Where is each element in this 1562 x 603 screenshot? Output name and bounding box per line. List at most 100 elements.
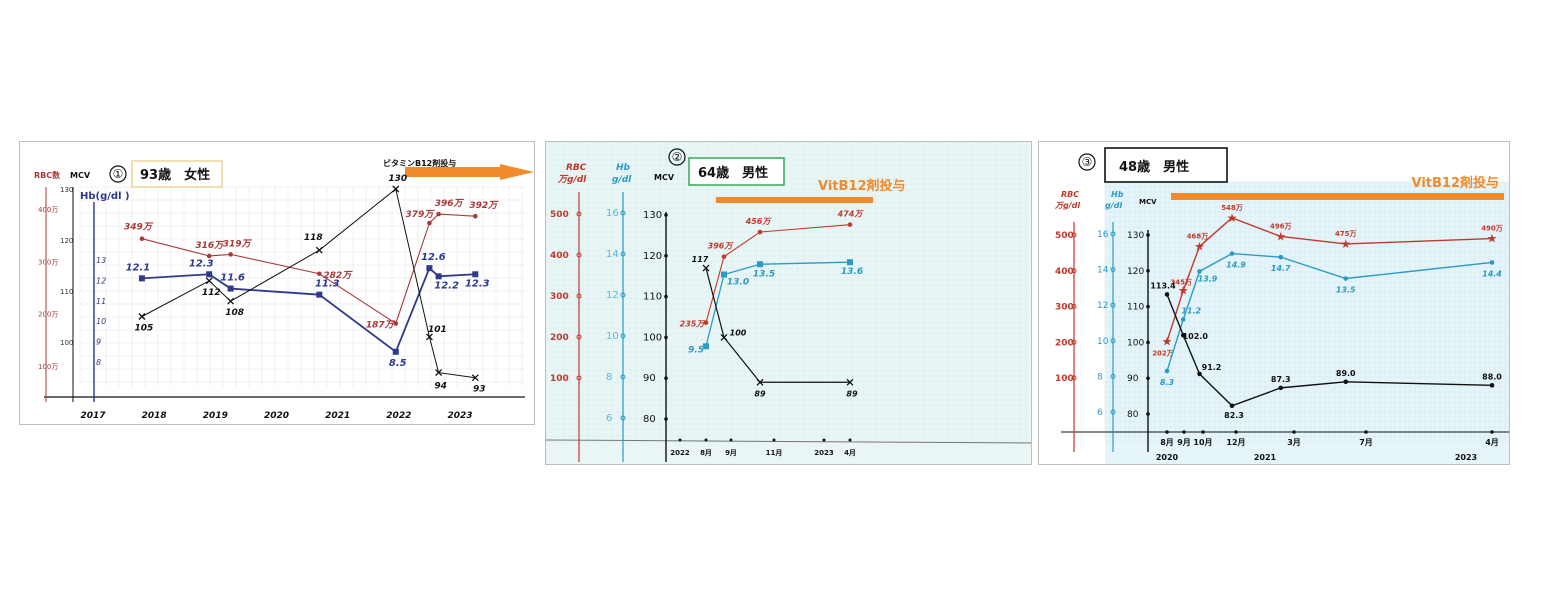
chart-2-hb-tick <box>620 415 626 421</box>
chart-3-mcv-data-label: 87.3 <box>1271 375 1291 384</box>
chart-3-x-tick <box>1182 430 1186 434</box>
chart-2-x-tick <box>822 438 826 442</box>
chart-3-hb-point <box>1278 254 1284 260</box>
chart-1-rbc-point <box>427 220 432 226</box>
chart-2-hb-tick-label: 16 <box>606 208 619 219</box>
chart-2-badge-circle <box>668 148 686 166</box>
chart-1-year-label: 2021 <box>325 411 350 421</box>
chart-3-rbc-data-label: 345万 <box>1170 278 1192 286</box>
chart-3-mcv-point <box>1164 292 1170 297</box>
chart-3-rbc-point: ★ <box>1162 335 1173 349</box>
chart-2-mcv-data-label: 100 <box>730 328 747 337</box>
chart-2-hb-point <box>721 271 727 278</box>
chart-1-hb-tick-label: 10 <box>96 317 106 326</box>
chart-3-x-tick <box>1234 430 1238 434</box>
chart-3-rbc-point: ★ <box>1194 239 1205 253</box>
chart-2-x-tick <box>704 438 708 442</box>
chart-1-rbc-data-label: 316万 <box>195 240 225 251</box>
chart-1-mcv-point <box>138 313 146 320</box>
chart-2-hb-tick <box>620 333 626 339</box>
chart-1-year-label: 2018 <box>142 411 167 421</box>
chart-2-mcv-line <box>705 267 850 383</box>
chart-3-hb-tick <box>1110 302 1116 308</box>
chart-1-year-label: 2019 <box>203 411 228 421</box>
chart-3-year-label: 2021 <box>1254 453 1277 462</box>
chart-2-rbc-tick-label: 200 <box>550 333 569 343</box>
chart-3-mcv-tick-label: 100 <box>1127 338 1144 348</box>
chart-3-hb-point <box>1180 317 1186 322</box>
chart-panel-2: RBC 万g/dl Hb g/dl MCV 500 400 300 200 100 16 14 12 10… <box>545 141 1032 465</box>
chart-3-x-tick-label: 9月 <box>1177 438 1191 447</box>
chart-1-mcv-tick-label: 110 <box>60 288 73 296</box>
chart-2-hb-data-label: 13.5 <box>753 269 775 279</box>
chart-3-hb-point <box>1489 260 1495 265</box>
chart-3-mcv-tick-label: 130 <box>1127 231 1144 241</box>
chart-3-hb-data-label: 11.2 <box>1181 306 1201 315</box>
chart-2-rbc-tick-label: 100 <box>550 374 569 384</box>
chart-3-rbc-tick <box>1071 268 1077 274</box>
chart-3-mcv-tick <box>1146 340 1150 345</box>
chart-3-badge-circle <box>1078 153 1096 171</box>
chart-1-rbc-point <box>393 321 399 326</box>
chart-2-rbc-data-label: 396万 <box>708 242 735 251</box>
chart-1-mcv-point <box>425 333 433 341</box>
chart-1-year-label: 2017 <box>80 411 106 421</box>
chart-1-mcv-line <box>141 188 476 379</box>
chart-1-treatment-label: ビタミンB12剤投与 <box>383 158 456 168</box>
chart-3-mcv-tick <box>1146 376 1150 380</box>
chart-2-x-tick-label: 4月 <box>844 449 856 457</box>
chart-1-hb-point <box>138 275 145 282</box>
chart-2-rbc-point <box>757 229 763 235</box>
chart-3-rbc-tick-label: 100 <box>1055 374 1074 384</box>
chart-1-hb-tick-label: 8 <box>96 358 101 367</box>
chart-1-year-label: 2022 <box>386 411 411 421</box>
chart-3-mcv-data-label: 82.3 <box>1224 411 1244 420</box>
chart-1-treatment-arrow <box>405 164 534 180</box>
chart-3-mcv-tick-label: 120 <box>1127 267 1144 277</box>
chart-1-hb-data-label: 12.2 <box>434 280 459 291</box>
chart-2-hb-tick-label: 10 <box>606 331 619 342</box>
chart-3-hb-tick-label: 16 <box>1097 230 1109 240</box>
chart-3-hb-tick-label: 12 <box>1097 301 1108 311</box>
chart-3-rbc-tick <box>1071 339 1077 345</box>
chart-2-rbc-point <box>847 222 853 227</box>
chart-2-rbc-tick-label: 400 <box>550 251 569 261</box>
chart-3-hb-tick <box>1110 267 1116 273</box>
chart-1-hb-data-label: 11.3 <box>315 279 340 290</box>
chart-1-mcv-tick-label: 100 <box>60 339 73 347</box>
chart-3-x-tick <box>1201 430 1205 434</box>
chart-3-year-label: 2023 <box>1455 453 1477 462</box>
chart-2-title-box <box>688 157 785 186</box>
chart-3-rbc-tick-label: 500 <box>1055 231 1074 241</box>
chart-1-rbc-point <box>317 271 322 277</box>
chart-3-hb-axis-unit: g/dl <box>1105 201 1122 210</box>
chart-1-rbc-tick-label: 200万 <box>38 311 58 319</box>
chart-3-rbc-point: ★ <box>1178 283 1189 297</box>
chart-3-hb-data-label: 14.9 <box>1226 261 1246 270</box>
chart-1-hb-point <box>206 271 213 278</box>
chart-2-hb-axis-unit: g/dl <box>612 175 632 185</box>
chart-1-svg: RBC数 MCV Hb(g/dl ) 400万 300万 200万 100万 130 120 11… <box>34 158 534 421</box>
chart-3-hb-tick <box>1110 409 1116 415</box>
chart-1-mcv-data-label: 101 <box>428 325 447 335</box>
chart-3-x-tick <box>1364 430 1368 434</box>
chart-2-mcv-tick-label: 90 <box>643 373 656 384</box>
chart-3-treatment-label: VitB12剤投与 <box>1411 175 1499 191</box>
chart-2-hb-tick <box>620 251 626 257</box>
chart-2-hb-data-label: 9.5 <box>688 345 704 355</box>
chart-1-rbc-tick-label: 100万 <box>38 363 58 371</box>
chart-1-year-label: 2023 <box>447 411 472 421</box>
chart-2-mcv-axis-label: MCV <box>654 173 675 182</box>
chart-1-mcv-tick-label: 130 <box>60 186 73 194</box>
chart-1-hb-point <box>316 291 323 298</box>
chart-1-rbc-data-label: 319万 <box>223 238 253 249</box>
chart-3-x-tick-label: 8月 <box>1160 438 1174 447</box>
chart-1-hb-line <box>141 266 476 354</box>
chart-3-mcv-tick <box>1146 304 1150 309</box>
chart-1-mcv-data-label: 130 <box>388 174 407 184</box>
chart-1-hb-point <box>435 273 442 280</box>
chart-3-x-tick <box>1292 430 1296 434</box>
chart-2-mcv-tick <box>664 376 668 380</box>
chart-3-hb-tick-label: 8 <box>1097 372 1103 382</box>
chart-3-x-tick <box>1490 430 1494 434</box>
